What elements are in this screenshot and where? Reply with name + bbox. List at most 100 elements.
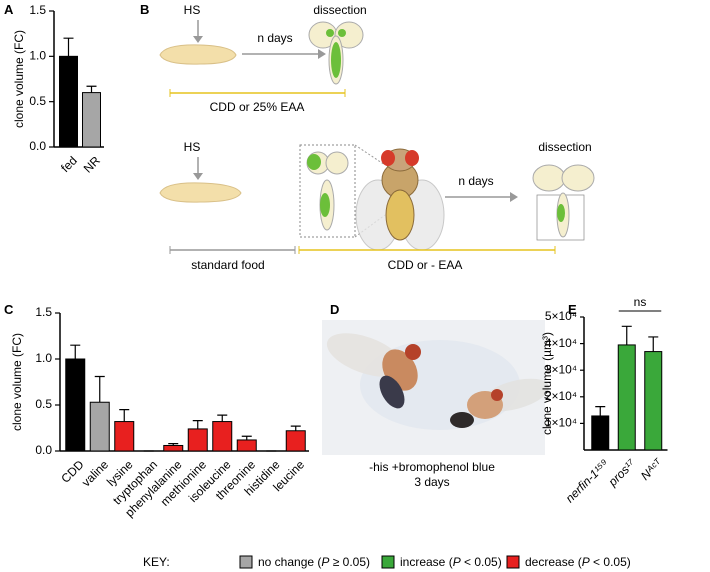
bar bbox=[187, 428, 208, 452]
key-text: < 0.05) bbox=[590, 555, 631, 569]
error-bar bbox=[192, 420, 203, 429]
brain bbox=[532, 164, 595, 241]
bar bbox=[591, 415, 610, 451]
x-tick-label: fed bbox=[58, 153, 80, 175]
key-text: increase ( bbox=[400, 555, 453, 569]
error-bar bbox=[168, 443, 179, 446]
photo-caption: -his +bromophenol blue bbox=[369, 460, 495, 474]
y-tick-label: 3×10⁴ bbox=[545, 362, 577, 376]
x-tick-label: Nᴬᶜᵀ bbox=[638, 456, 665, 483]
photo: D -his +bromophenol blue 3 days bbox=[322, 302, 550, 489]
y-tick-label: 0.5 bbox=[29, 94, 46, 108]
x-tick-label: valine bbox=[79, 457, 111, 489]
key-text: decrease ( bbox=[525, 555, 582, 569]
y-tick-label: 1.0 bbox=[35, 351, 52, 365]
y-axis-label: clone volume (µm³) bbox=[540, 332, 554, 435]
y-tick-label: 0.0 bbox=[29, 139, 46, 153]
x-tick-label: pros¹⁷ bbox=[605, 456, 638, 489]
key-text: < 0.05) bbox=[461, 555, 502, 569]
bar bbox=[236, 439, 257, 452]
hs-label: HS bbox=[184, 3, 201, 17]
arrowhead bbox=[193, 173, 203, 180]
y-tick-label: 1.5 bbox=[35, 305, 52, 319]
panel-letter: E bbox=[568, 302, 577, 317]
key-swatch bbox=[381, 555, 395, 569]
x-tick-label: NR bbox=[81, 153, 103, 175]
brain bbox=[308, 21, 364, 85]
key-swatch bbox=[239, 555, 253, 569]
larva bbox=[159, 44, 237, 65]
panel-letter: A bbox=[4, 2, 14, 17]
arrow-label: n days bbox=[458, 174, 493, 188]
panel-letter: D bbox=[330, 302, 339, 317]
significance-label: ns bbox=[634, 295, 647, 309]
key-text: no change ( bbox=[258, 555, 321, 569]
bar bbox=[617, 344, 636, 451]
bar bbox=[285, 430, 306, 452]
bar bbox=[89, 401, 110, 452]
error-bar bbox=[86, 85, 97, 93]
fly bbox=[355, 148, 445, 251]
error-bar bbox=[290, 425, 301, 431]
error-bar bbox=[241, 435, 252, 440]
bar bbox=[644, 351, 663, 451]
bar bbox=[114, 421, 135, 452]
diagram: B HS n days dissection CDD or 25% EAA HS bbox=[140, 2, 595, 272]
y-tick-label: 1×10⁴ bbox=[545, 416, 577, 430]
bar bbox=[59, 55, 78, 148]
key: KEY: no change (P ≥ 0.05) increase (P < 0… bbox=[143, 555, 631, 569]
key-label: decrease (P < 0.05) bbox=[525, 555, 631, 569]
y-tick-label: 0.0 bbox=[35, 443, 52, 457]
inset-brain bbox=[306, 151, 349, 231]
error-bar bbox=[621, 325, 632, 345]
hs-label: HS bbox=[184, 140, 201, 154]
key-stat: P bbox=[453, 555, 461, 569]
larva bbox=[159, 182, 242, 203]
key-text: ≥ 0.05) bbox=[329, 555, 370, 569]
key-swatch bbox=[506, 555, 520, 569]
y-tick-label: 1.5 bbox=[29, 3, 46, 17]
error-bar bbox=[595, 406, 606, 416]
diet-label: CDD or - EAA bbox=[388, 258, 463, 272]
bar bbox=[163, 444, 184, 452]
x-tick-label: nerfin-1¹⁵⁹ bbox=[563, 456, 612, 505]
key-label: no change (P ≥ 0.05) bbox=[258, 555, 370, 569]
photo-caption: 3 days bbox=[414, 475, 449, 489]
error-bar bbox=[63, 37, 74, 57]
y-tick-label: 5×10⁴ bbox=[545, 309, 577, 323]
y-axis-label: clone volume (FC) bbox=[10, 333, 24, 431]
dissection-label: dissection bbox=[313, 3, 366, 17]
food-label: standard food bbox=[191, 258, 264, 272]
y-axis-label: clone volume (FC) bbox=[12, 30, 26, 128]
dissection-label: dissection bbox=[538, 140, 591, 154]
y-tick-label: 1.0 bbox=[29, 49, 46, 63]
inset-line bbox=[354, 144, 386, 166]
y-tick-label: 2×10⁴ bbox=[545, 389, 577, 403]
y-tick-label: 0.5 bbox=[35, 397, 52, 411]
error-bar bbox=[119, 409, 130, 422]
arrowhead bbox=[193, 36, 203, 43]
error-bar bbox=[217, 414, 228, 422]
diet-label: CDD or 25% EAA bbox=[210, 100, 305, 114]
arrow-label: n days bbox=[257, 31, 292, 45]
bar bbox=[82, 92, 101, 148]
key-stat: P bbox=[321, 555, 329, 569]
panel-letter: B bbox=[140, 2, 149, 17]
error-bar bbox=[70, 344, 81, 359]
inset-box bbox=[299, 144, 356, 238]
key-label: increase (P < 0.05) bbox=[400, 555, 502, 569]
arrowhead bbox=[510, 192, 518, 202]
y-tick-label: 4×10⁴ bbox=[545, 336, 577, 350]
error-bar bbox=[94, 375, 105, 403]
key-title: KEY: bbox=[143, 555, 170, 569]
bar bbox=[212, 421, 233, 452]
panel-letter: C bbox=[4, 302, 14, 317]
bar bbox=[65, 358, 86, 452]
error-bar bbox=[648, 336, 659, 352]
key-stat: P bbox=[582, 555, 590, 569]
arrowhead bbox=[318, 49, 326, 59]
